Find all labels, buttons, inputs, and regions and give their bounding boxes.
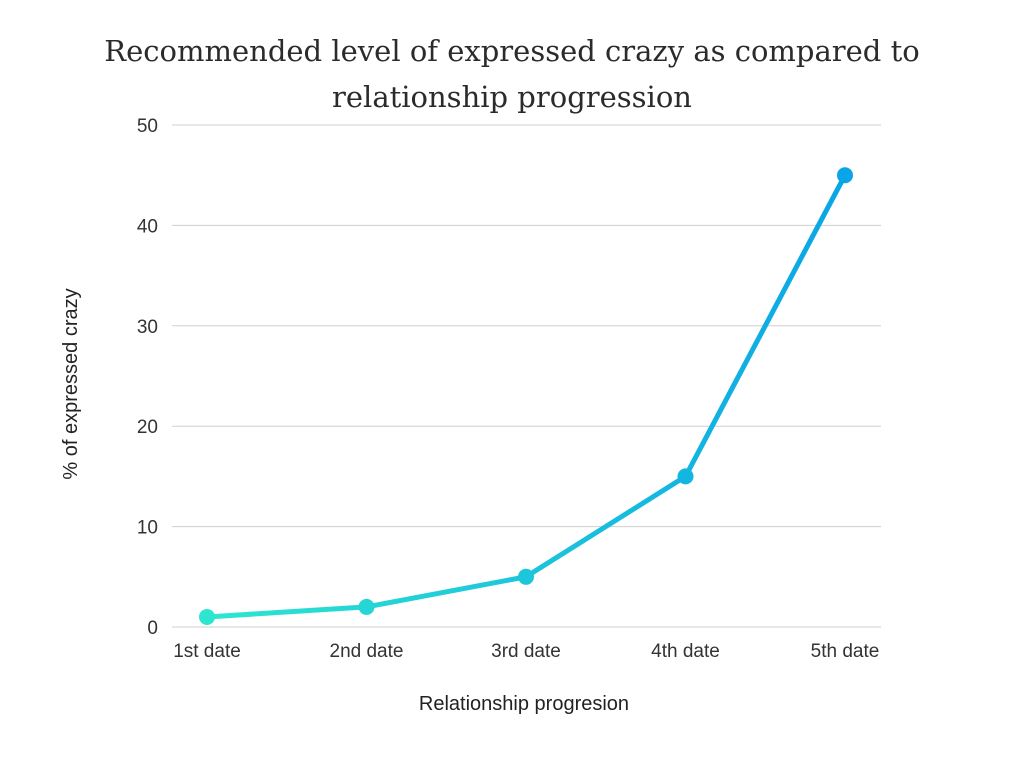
y-tick-label: 0 <box>147 618 158 639</box>
chart-title: Recommended level of expressed crazy as … <box>104 34 920 114</box>
x-tick-label: 2nd date <box>330 641 404 662</box>
x-axis-label: Relationship progresion <box>419 693 629 715</box>
series-layer <box>199 167 853 625</box>
gridlines <box>172 124 881 628</box>
x-tick-label: 5th date <box>811 641 880 662</box>
y-axis-label: % of expressed crazy <box>60 288 82 479</box>
x-axis-ticks: 1st date 2nd date 3rd date 4th date 5th date <box>173 641 879 662</box>
data-point <box>358 598 375 615</box>
series-line <box>204 172 848 620</box>
data-point <box>518 568 534 585</box>
x-tick-label: 1st date <box>173 641 241 662</box>
data-point <box>677 468 694 485</box>
y-tick-label: 20 <box>137 417 158 438</box>
x-tick-label: 3rd date <box>491 641 561 662</box>
x-tick-label: 4th date <box>651 641 720 662</box>
y-tick-label: 30 <box>137 317 158 338</box>
data-point <box>199 608 215 625</box>
y-tick-label: 40 <box>137 216 158 237</box>
data-point <box>837 167 853 184</box>
y-tick-label: 50 <box>137 116 158 137</box>
y-axis-ticks: 0 10 20 30 40 50 <box>137 116 158 639</box>
y-tick-label: 10 <box>137 518 158 539</box>
